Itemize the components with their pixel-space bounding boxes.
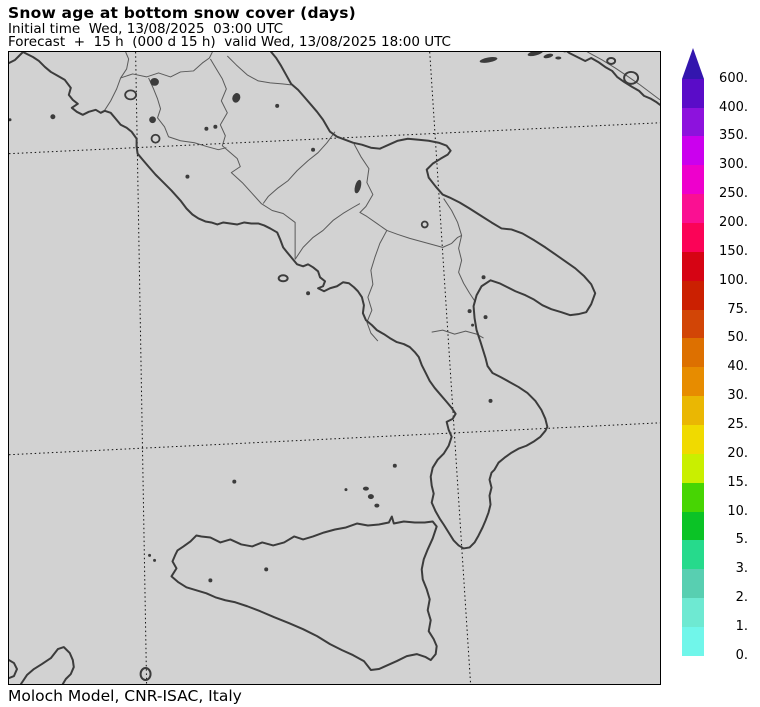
colorbar-tick-label: 2. [735, 590, 748, 606]
colorbar-tick-label: 400. [719, 99, 748, 115]
island-adriatic-2 [606, 56, 617, 65]
lake-campotosto [232, 93, 241, 103]
island-ustica [232, 479, 237, 484]
colorbar-tick-label: 5. [735, 532, 748, 548]
colorbar-tick-label: 150. [719, 243, 748, 259]
footer-credit: Moloch Model, CNR-ISAC, Italy [8, 687, 242, 705]
island-montecristo [9, 118, 12, 122]
graticule-lines [9, 52, 660, 684]
island-lipari-1 [362, 486, 369, 491]
colorbar-segment [682, 540, 704, 570]
lake-conza [420, 220, 429, 229]
colorbar-tick-label: 75. [727, 301, 748, 317]
coastline-tunisia-capbon [19, 646, 75, 684]
colorbar-tick-label: 300. [719, 157, 748, 173]
island-pantelleria [139, 667, 152, 682]
colorbar-segment [682, 367, 704, 397]
colorbar-segment [682, 598, 704, 628]
lake-bolsena [124, 89, 138, 101]
colorbar-segment [682, 194, 704, 224]
colorbar-segment [682, 107, 704, 137]
colorbar-tick-label: 600. [719, 70, 748, 86]
colorbar-segment [682, 136, 704, 166]
colorbar-segment [682, 309, 704, 339]
island-lipari-3 [374, 503, 380, 508]
island-ischia [277, 274, 289, 283]
colorbar-segment [682, 280, 704, 311]
island-capri [306, 291, 311, 296]
graticule-parallel-north [9, 122, 660, 155]
colorbar-tick-label: 10. [727, 503, 748, 519]
colorbar-segment [682, 626, 704, 657]
colorbar-tick-label: 40. [727, 359, 748, 375]
colorbar-tick-label: 0. [735, 647, 748, 663]
small-islands [9, 52, 571, 562]
island-stromboli [392, 463, 397, 468]
colorbar-tick-label: 3. [735, 561, 748, 577]
map-frame [8, 51, 661, 685]
page-title: Snow age at bottom snow cover (days) [8, 4, 356, 22]
island-giglio [50, 114, 56, 120]
map-svg [9, 52, 660, 684]
forecast-valid-line: Forecast + 15 h (000 d 15 h) valid Wed, … [8, 34, 451, 50]
island-alicudi [344, 488, 348, 492]
colorbar-tick-label: 15. [727, 474, 748, 490]
colorbar-segment [682, 165, 704, 195]
colorbar-segment [682, 222, 704, 253]
colorbar-segment [682, 338, 704, 368]
coastline-croatia [566, 52, 660, 106]
coastline-tunisia-left-edge [9, 659, 18, 680]
colorbar-segment [682, 453, 704, 484]
colorbar-tick-label: 100. [719, 272, 748, 288]
colorbar-segment [682, 482, 704, 513]
lake-vico [149, 116, 156, 124]
colorbar-tick-label: 200. [719, 214, 748, 230]
lake-bracciano [150, 133, 161, 144]
lakes [124, 78, 429, 229]
colorbar-tick-label: 25. [727, 416, 748, 432]
lake-trasimeno [150, 78, 159, 86]
coastlines [9, 52, 660, 684]
colorbar-segment [682, 569, 704, 599]
graticule-parallel-south [9, 422, 660, 456]
island-egadi-2 [153, 558, 157, 562]
island-adriatic-1 [623, 70, 640, 85]
colorbar-segment [682, 396, 704, 426]
colorbar-tick-label: 1. [735, 618, 748, 634]
colorbar-segment [682, 78, 704, 109]
island-egadi-1 [148, 553, 152, 557]
coastline-sicily [170, 515, 438, 672]
colorbar-segment [682, 424, 704, 455]
island-lipari-2 [367, 494, 374, 500]
colorbar-tick-label: 20. [727, 445, 748, 461]
colorbar-tick-label: 50. [727, 330, 748, 346]
graticule-meridian-east [429, 52, 472, 684]
colorbar-tick-label: 250. [719, 186, 748, 202]
lake-occhito [354, 179, 362, 194]
colorbar-tick-label: 350. [719, 128, 748, 144]
region-borders [103, 52, 660, 342]
city-dots [185, 103, 493, 583]
coastline-italy-mainland [9, 52, 597, 550]
colorbar-segment [682, 251, 704, 282]
initial-time-line: Initial time Wed, 13/08/2025 03:00 UTC [8, 21, 284, 37]
colorbar-tick-label: 30. [727, 388, 748, 404]
colorbar-arrow [682, 48, 704, 79]
colorbar-segment [682, 511, 704, 541]
